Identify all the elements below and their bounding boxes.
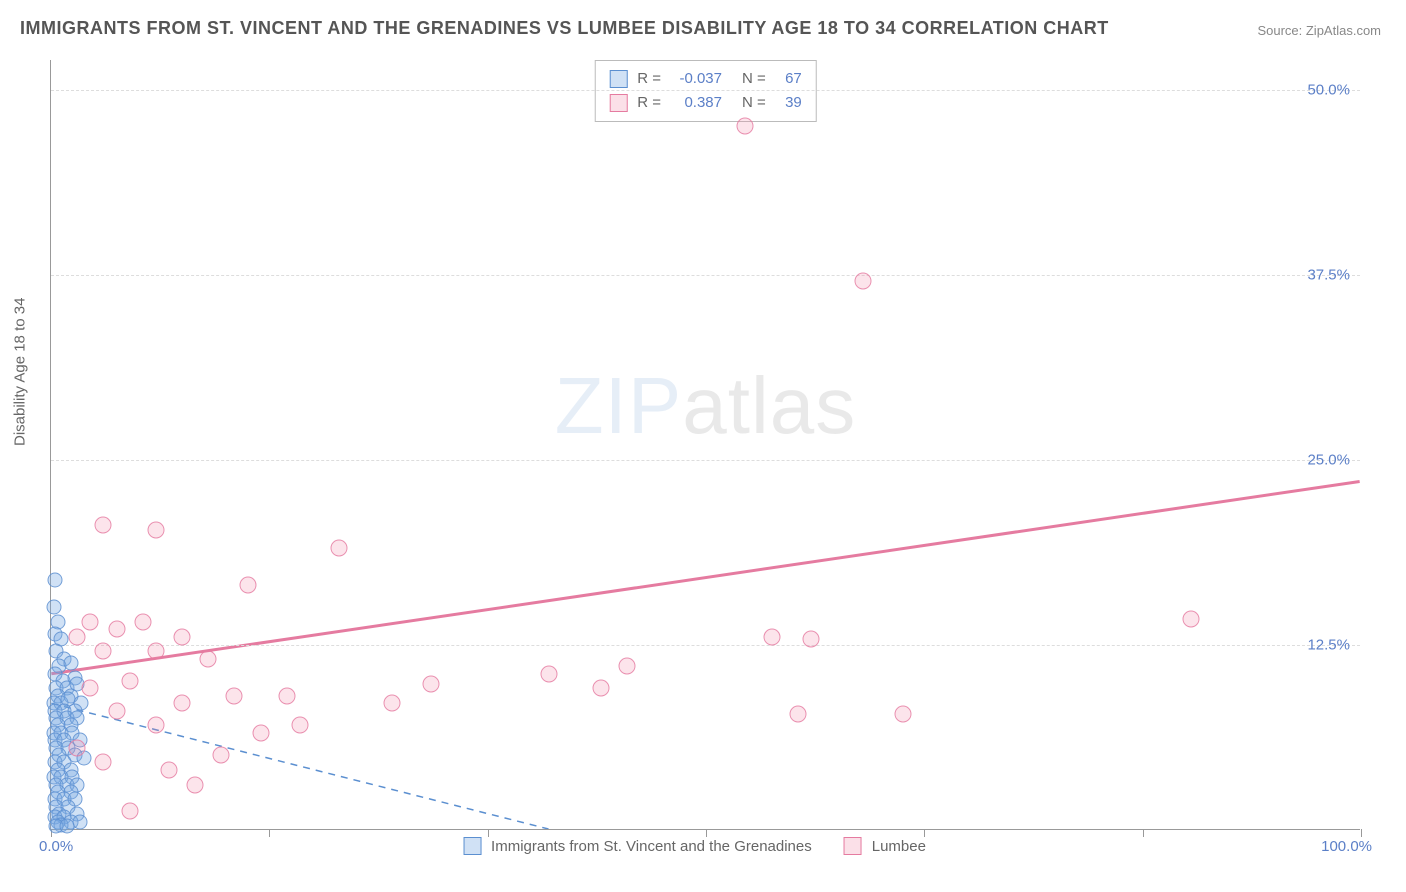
gridline-h xyxy=(51,275,1360,276)
watermark: ZIPatlas xyxy=(555,360,856,452)
y-axis-label: Disability Age 18 to 34 xyxy=(12,298,29,446)
bottom-legend: Immigrants from St. Vincent and the Gren… xyxy=(463,837,948,855)
legend-swatch xyxy=(609,94,627,112)
x-max-label: 100.0% xyxy=(1321,838,1372,855)
data-point xyxy=(619,658,636,675)
gridline-h xyxy=(51,645,1360,646)
plot-area: ZIPatlas R =-0.037N =67R =0.387N =39 Imm… xyxy=(50,60,1360,830)
legend-swatch xyxy=(463,837,481,855)
y-tick-label: 12.5% xyxy=(1307,636,1350,653)
x-tick xyxy=(1361,829,1362,837)
data-point xyxy=(47,573,62,588)
data-point xyxy=(383,695,400,712)
gridline-h xyxy=(51,460,1360,461)
data-point xyxy=(593,680,610,697)
y-tick-label: 50.0% xyxy=(1307,81,1350,98)
data-point xyxy=(540,665,557,682)
data-point xyxy=(121,672,138,689)
data-point xyxy=(331,539,348,556)
y-tick-label: 25.0% xyxy=(1307,451,1350,468)
data-point xyxy=(72,814,87,829)
source-attribution: Source: ZipAtlas.com xyxy=(1257,23,1381,38)
data-point xyxy=(278,687,295,704)
data-point xyxy=(147,521,164,538)
data-point xyxy=(121,803,138,820)
data-point xyxy=(252,724,269,741)
data-point xyxy=(46,599,61,614)
legend-label: Lumbee xyxy=(872,838,926,855)
chart-title: IMMIGRANTS FROM ST. VINCENT AND THE GREN… xyxy=(20,18,1109,39)
data-point xyxy=(422,675,439,692)
x-tick xyxy=(488,829,489,837)
stat-r-value: 0.387 xyxy=(667,91,722,115)
data-point xyxy=(737,117,754,134)
data-point xyxy=(239,576,256,593)
x-tick xyxy=(269,829,270,837)
data-point xyxy=(59,819,74,834)
data-point xyxy=(187,776,204,793)
data-point xyxy=(226,687,243,704)
data-point xyxy=(95,754,112,771)
data-point xyxy=(174,628,191,645)
data-point xyxy=(147,643,164,660)
stat-r-label: R = xyxy=(637,67,661,91)
data-point xyxy=(802,631,819,648)
data-point xyxy=(82,613,99,630)
data-point xyxy=(108,621,125,638)
data-point xyxy=(213,746,230,763)
data-point xyxy=(1182,610,1199,627)
data-point xyxy=(855,273,872,290)
y-tick-label: 37.5% xyxy=(1307,266,1350,283)
stats-row: R =-0.037 N =67 xyxy=(609,67,802,91)
data-point xyxy=(134,613,151,630)
data-point xyxy=(894,705,911,722)
data-point xyxy=(789,705,806,722)
legend-label: Immigrants from St. Vincent and the Gren… xyxy=(491,838,812,855)
data-point xyxy=(95,517,112,534)
data-point xyxy=(291,717,308,734)
stat-n-label: N = xyxy=(742,91,766,115)
data-point xyxy=(63,656,78,671)
x-min-label: 0.0% xyxy=(39,838,73,855)
stats-legend: R =-0.037 N =67 R =0.387 N =39 xyxy=(594,60,817,122)
x-tick xyxy=(706,829,707,837)
data-point xyxy=(160,761,177,778)
x-tick xyxy=(1143,829,1144,837)
data-point xyxy=(108,702,125,719)
data-point xyxy=(69,739,86,756)
data-point xyxy=(69,628,86,645)
stat-r-label: R = xyxy=(637,91,661,115)
stat-n-value: 39 xyxy=(772,91,802,115)
stat-n-label: N = xyxy=(742,67,766,91)
data-point xyxy=(174,695,191,712)
stats-row: R =0.387 N =39 xyxy=(609,91,802,115)
data-point xyxy=(763,628,780,645)
x-tick xyxy=(924,829,925,837)
gridline-h xyxy=(51,90,1360,91)
data-point xyxy=(200,650,217,667)
stat-r-value: -0.037 xyxy=(667,67,722,91)
legend-swatch xyxy=(844,837,862,855)
trend-lines xyxy=(51,60,1360,829)
data-point xyxy=(147,717,164,734)
stat-n-value: 67 xyxy=(772,67,802,91)
legend-swatch xyxy=(609,70,627,88)
data-point xyxy=(95,643,112,660)
data-point xyxy=(82,680,99,697)
